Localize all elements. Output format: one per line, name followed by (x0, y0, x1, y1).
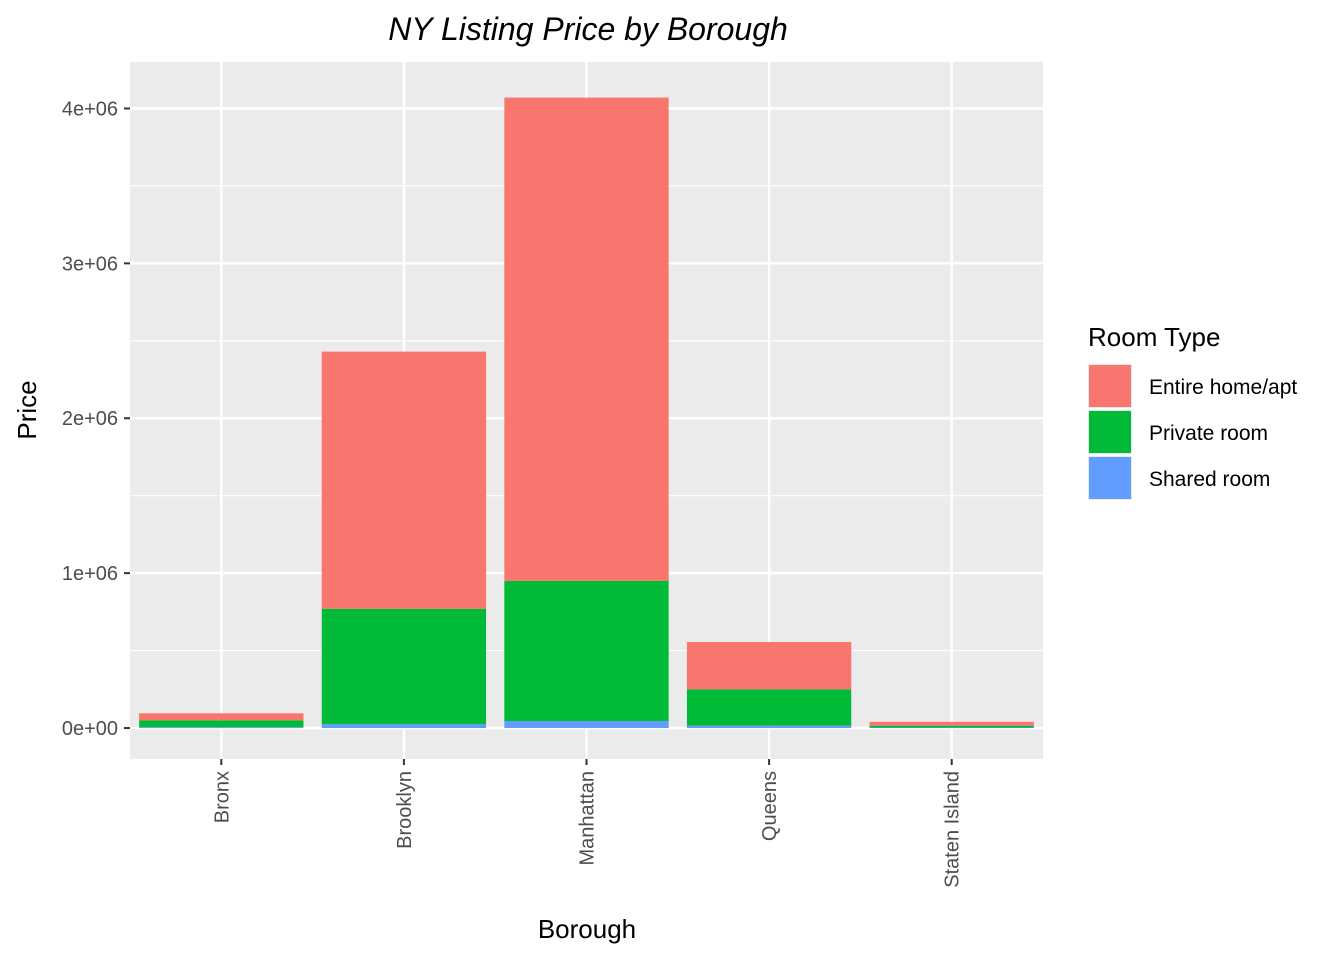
x-axis-title: Borough (538, 914, 636, 944)
bar-segment (686, 642, 852, 690)
bar-segment (686, 689, 852, 726)
y-tick-label: 1e+06 (62, 563, 118, 585)
y-tick-label: 4e+06 (62, 98, 118, 120)
bars (139, 97, 1034, 729)
bar-segment (321, 608, 487, 725)
legend-key-swatch (1089, 365, 1131, 407)
legend-entry-label: Shared room (1149, 468, 1270, 491)
x-axis: Bronx Brooklyn Manhattan Queens Staten Islan… (211, 759, 964, 888)
bar-segment (686, 725, 852, 729)
bar-segment (139, 727, 304, 729)
bar-segment (504, 97, 669, 581)
bar-segment (869, 725, 1034, 728)
bar-segment (504, 580, 669, 722)
x-tick-label: Manhattan (577, 771, 599, 866)
y-tick-label: 0e+00 (62, 718, 118, 740)
y-axis-title: Price (12, 380, 42, 439)
legend-entry-label: Private room (1149, 422, 1268, 445)
legend: Room Type Entire home/apt Private room Sha… (1088, 322, 1297, 500)
x-tick-label: Bronx (211, 771, 233, 823)
bar-segment (869, 721, 1034, 726)
x-tick-label: Queens (759, 771, 781, 841)
bar-segment (321, 351, 487, 609)
legend-key-swatch (1089, 411, 1131, 453)
y-tick-label: 3e+06 (62, 253, 118, 275)
legend-entry-label: Entire home/apt (1149, 376, 1297, 399)
x-tick-label: Brooklyn (394, 771, 416, 849)
legend-key-swatch (1089, 457, 1131, 499)
chart-title: NY Listing Price by Borough (388, 11, 788, 47)
legend-title: Room Type (1088, 322, 1220, 352)
bar-segment (139, 720, 304, 728)
bar-segment (139, 713, 304, 721)
bar-segment (321, 724, 487, 729)
y-tick-label: 2e+06 (62, 408, 118, 430)
y-axis: 0e+00 1e+06 2e+06 3e+06 4e+06 (62, 98, 130, 740)
bar-segment (504, 721, 669, 729)
x-tick-label: Staten Island (942, 771, 964, 888)
